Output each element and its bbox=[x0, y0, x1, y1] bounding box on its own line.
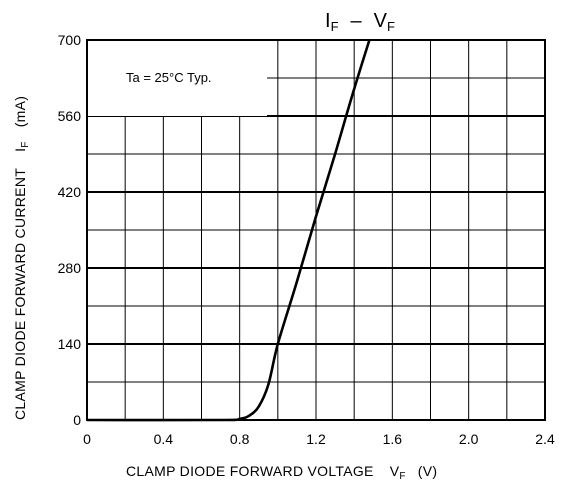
title-i-sub: F bbox=[331, 19, 339, 34]
x-tick-label: 1.6 bbox=[383, 431, 403, 447]
if-vf-curve bbox=[86, 39, 371, 422]
y-axis-label: CLAMP DIODE FORWARD CURRENT IF (mA) bbox=[12, 96, 31, 420]
y-tick-label: 280 bbox=[58, 260, 82, 276]
x-axis-label-unit: (V) bbox=[418, 463, 438, 479]
x-tick-label: 2.0 bbox=[459, 431, 479, 447]
y-tick-labels: 0 140 280 420 560 700 bbox=[58, 32, 82, 428]
x-tick-label: 1.2 bbox=[306, 431, 326, 447]
y-axis-label-unit: (mA) bbox=[12, 96, 28, 128]
annotation-text: Ta = 25°C Typ. bbox=[126, 70, 212, 85]
x-tick-label: 0 bbox=[83, 431, 91, 447]
x-tick-label: 0.4 bbox=[154, 431, 174, 447]
x-axis-label: CLAMP DIODE FORWARD VOLTAGE VF (V) bbox=[126, 463, 437, 482]
y-axis-label-symbol: I bbox=[12, 148, 28, 152]
x-tick-label: 2.4 bbox=[535, 431, 555, 447]
y-axis-label-text: CLAMP DIODE FORWARD CURRENT bbox=[12, 168, 28, 420]
title-dash: – bbox=[351, 10, 363, 32]
title-v: V bbox=[374, 10, 388, 32]
y-tick-label: 420 bbox=[58, 184, 82, 200]
annotation-box bbox=[88, 41, 267, 116]
x-tick-label: 0.8 bbox=[230, 431, 250, 447]
y-tick-label: 700 bbox=[58, 32, 82, 48]
plot-frame bbox=[86, 39, 546, 421]
y-tick-label: 560 bbox=[58, 108, 82, 124]
title-i: I bbox=[325, 10, 331, 32]
y-tick-label: 140 bbox=[58, 336, 82, 352]
series-layer bbox=[86, 39, 371, 422]
x-axis-label-sub: F bbox=[399, 471, 405, 482]
y-axis-label-sub: F bbox=[20, 141, 31, 147]
chart-title: IF – VF bbox=[325, 10, 395, 34]
x-tick-labels: 0 0.4 0.8 1.2 1.6 2.0 2.4 bbox=[83, 431, 555, 447]
y-tick-label: 0 bbox=[73, 412, 81, 428]
x-axis-label-symbol: V bbox=[390, 463, 400, 479]
x-axis-label-text: CLAMP DIODE FORWARD VOLTAGE bbox=[126, 463, 374, 479]
title-v-sub: F bbox=[387, 19, 395, 34]
